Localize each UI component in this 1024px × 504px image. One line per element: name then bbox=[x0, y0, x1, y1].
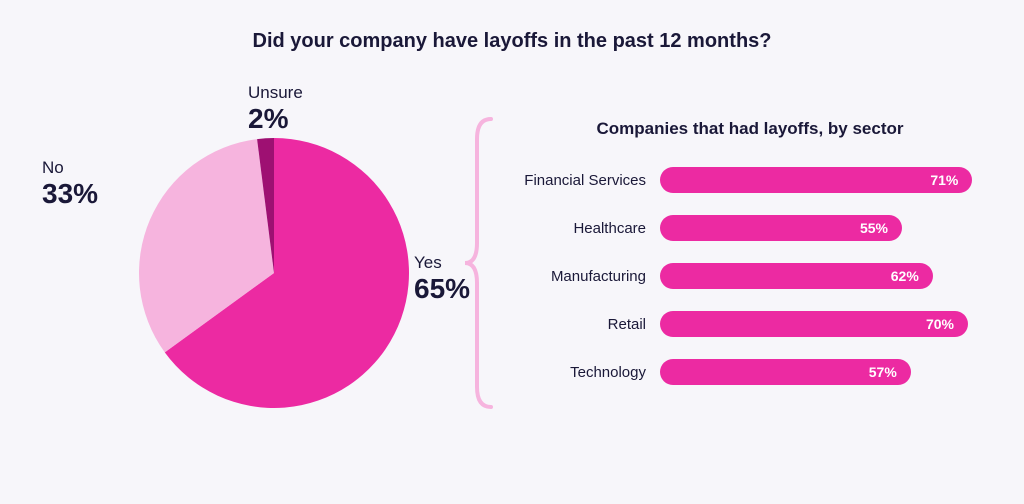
bar-row: Manufacturing62% bbox=[510, 263, 990, 289]
bar-row: Technology57% bbox=[510, 359, 990, 385]
bar-label: Financial Services bbox=[510, 172, 660, 189]
bar-track: 62% bbox=[660, 263, 990, 289]
pie-value-unsure: 2% bbox=[248, 103, 303, 135]
bar-label: Manufacturing bbox=[510, 268, 660, 285]
bar-track: 57% bbox=[660, 359, 990, 385]
pie-callout-yes: Yes 65% bbox=[414, 253, 470, 305]
bar-label: Retail bbox=[510, 316, 660, 333]
pie-label-unsure: Unsure bbox=[248, 83, 303, 103]
bar-row: Financial Services71% bbox=[510, 167, 990, 193]
pie-label-no: No bbox=[42, 158, 98, 178]
bar-track: 71% bbox=[660, 167, 990, 193]
pie-callout-no: No 33% bbox=[42, 158, 98, 210]
bar-fill: 70% bbox=[660, 311, 968, 337]
bar-track: 70% bbox=[660, 311, 990, 337]
pie-label-yes: Yes bbox=[414, 253, 470, 273]
pie-chart bbox=[139, 138, 409, 408]
bar-track: 55% bbox=[660, 215, 990, 241]
bar-list: Financial Services71% Healthcare55% Manufa… bbox=[510, 167, 990, 385]
bar-row: Healthcare55% bbox=[510, 215, 990, 241]
bar-fill: 62% bbox=[660, 263, 933, 289]
pie-chart-area: Yes 65% No 33% Unsure 2% bbox=[34, 73, 454, 453]
pie-callout-unsure: Unsure 2% bbox=[248, 83, 303, 135]
bar-chart-area: Companies that had layoffs, by sector Fi… bbox=[500, 119, 990, 407]
bar-fill: 55% bbox=[660, 215, 902, 241]
chart-title: Did your company have layoffs in the pas… bbox=[0, 0, 1024, 53]
pie-value-yes: 65% bbox=[414, 273, 470, 305]
chart-content: Yes 65% No 33% Unsure 2% Companies that … bbox=[0, 73, 1024, 453]
bar-chart-title: Companies that had layoffs, by sector bbox=[510, 119, 990, 139]
pie-value-no: 33% bbox=[42, 178, 98, 210]
bar-fill: 57% bbox=[660, 359, 911, 385]
bar-row: Retail70% bbox=[510, 311, 990, 337]
bar-label: Technology bbox=[510, 364, 660, 381]
bar-label: Healthcare bbox=[510, 220, 660, 237]
bar-fill: 71% bbox=[660, 167, 972, 193]
